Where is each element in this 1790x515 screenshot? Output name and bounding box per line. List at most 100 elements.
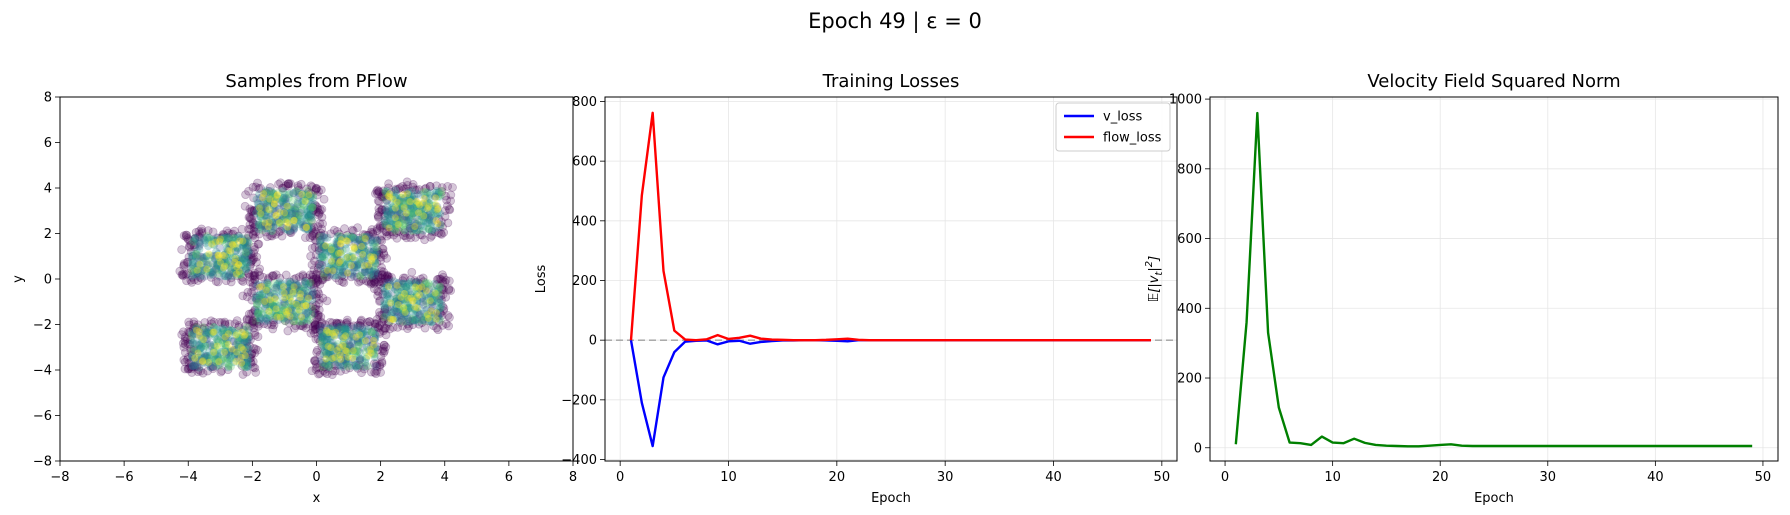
sample-point [214, 249, 223, 258]
sample-point [216, 238, 224, 246]
sample-point [228, 229, 238, 239]
sample-point [259, 199, 268, 208]
sample-point [413, 197, 421, 205]
sample-point [178, 271, 188, 281]
sample-point [195, 272, 205, 282]
sample-point [286, 202, 295, 211]
sample-point [223, 256, 232, 265]
sample-point [190, 233, 200, 243]
sample-point [307, 200, 316, 209]
sample-point [259, 207, 268, 216]
sample-point [213, 261, 222, 270]
sample-point [283, 179, 293, 189]
sample-point [361, 235, 369, 243]
sample-point [237, 259, 246, 268]
sample-point [194, 232, 204, 242]
sample-point [385, 224, 393, 232]
sample-point [306, 206, 315, 215]
sample-point [231, 267, 240, 276]
y-tick-label: −2 [33, 318, 52, 333]
sample-point [277, 183, 287, 193]
sample-point [305, 270, 315, 280]
sample-point [235, 269, 244, 278]
sample-point [226, 229, 236, 239]
sample-point [307, 203, 316, 212]
sample-point [244, 224, 253, 234]
sample-point [206, 273, 216, 282]
sample-point [297, 206, 306, 215]
sample-point [289, 207, 298, 216]
sample-point [327, 246, 335, 254]
sample-point [233, 263, 241, 271]
sample-point [248, 206, 257, 216]
sample-point [262, 186, 271, 195]
sample-point [268, 193, 277, 202]
sample-point [259, 203, 268, 212]
x-tick-label: −6 [115, 470, 134, 485]
sample-point [347, 262, 355, 270]
sample-point [323, 266, 331, 274]
sample-point [220, 252, 228, 260]
sample-point [283, 210, 292, 219]
sample-point [299, 220, 308, 229]
sample-point [238, 328, 246, 336]
sample-point [230, 257, 239, 266]
sample-point [189, 251, 198, 260]
sample-point [249, 242, 259, 252]
sample-point [223, 233, 232, 242]
sample-point [213, 277, 223, 287]
sample-point [372, 243, 381, 252]
sample-point [387, 299, 395, 307]
sample-point [189, 236, 198, 245]
sample-point [215, 265, 224, 274]
sample-point [194, 227, 204, 236]
sample-point [284, 179, 294, 188]
sample-point [282, 197, 291, 206]
sample-point [274, 179, 283, 189]
sample-point [215, 251, 223, 259]
sample-point [265, 183, 275, 192]
sample-point [285, 227, 294, 236]
sample-point [237, 254, 246, 263]
sample-point [203, 260, 212, 269]
sample-point [254, 229, 264, 239]
sample-point [237, 234, 246, 243]
sample-point [233, 266, 242, 275]
sample-point [254, 203, 263, 212]
sample-point [255, 194, 264, 203]
sample-point [232, 271, 241, 280]
sample-point [271, 206, 280, 215]
panel-title: Velocity Field Squared Norm [1367, 71, 1620, 92]
sample-point [340, 334, 348, 342]
sample-point [193, 266, 202, 275]
sample-point [207, 235, 216, 244]
sample-point [259, 194, 267, 202]
sample-point [268, 209, 277, 218]
sample-point [262, 188, 271, 197]
sample-point [269, 189, 278, 198]
sample-point [188, 260, 197, 269]
sample-point [226, 273, 236, 283]
sample-point [252, 252, 262, 262]
sample-point [241, 240, 250, 249]
sample-point [306, 189, 316, 198]
sample-point [308, 229, 318, 239]
sample-point [225, 247, 233, 255]
sample-point [267, 231, 277, 241]
sample-point [265, 307, 273, 315]
sample-point [303, 205, 312, 214]
sample-point [202, 252, 211, 261]
sample-point [335, 259, 343, 267]
sample-point [245, 220, 255, 230]
sample-point [211, 254, 220, 263]
sample-point [287, 203, 296, 212]
sample-point [190, 234, 200, 244]
sample-point [241, 190, 250, 200]
sample-point [266, 210, 275, 219]
sample-point [210, 254, 219, 263]
sample-point [266, 220, 275, 229]
x-tick-label: 6 [505, 470, 513, 485]
sample-point [243, 247, 252, 256]
sample-point [236, 270, 245, 279]
sample-point [202, 267, 211, 276]
